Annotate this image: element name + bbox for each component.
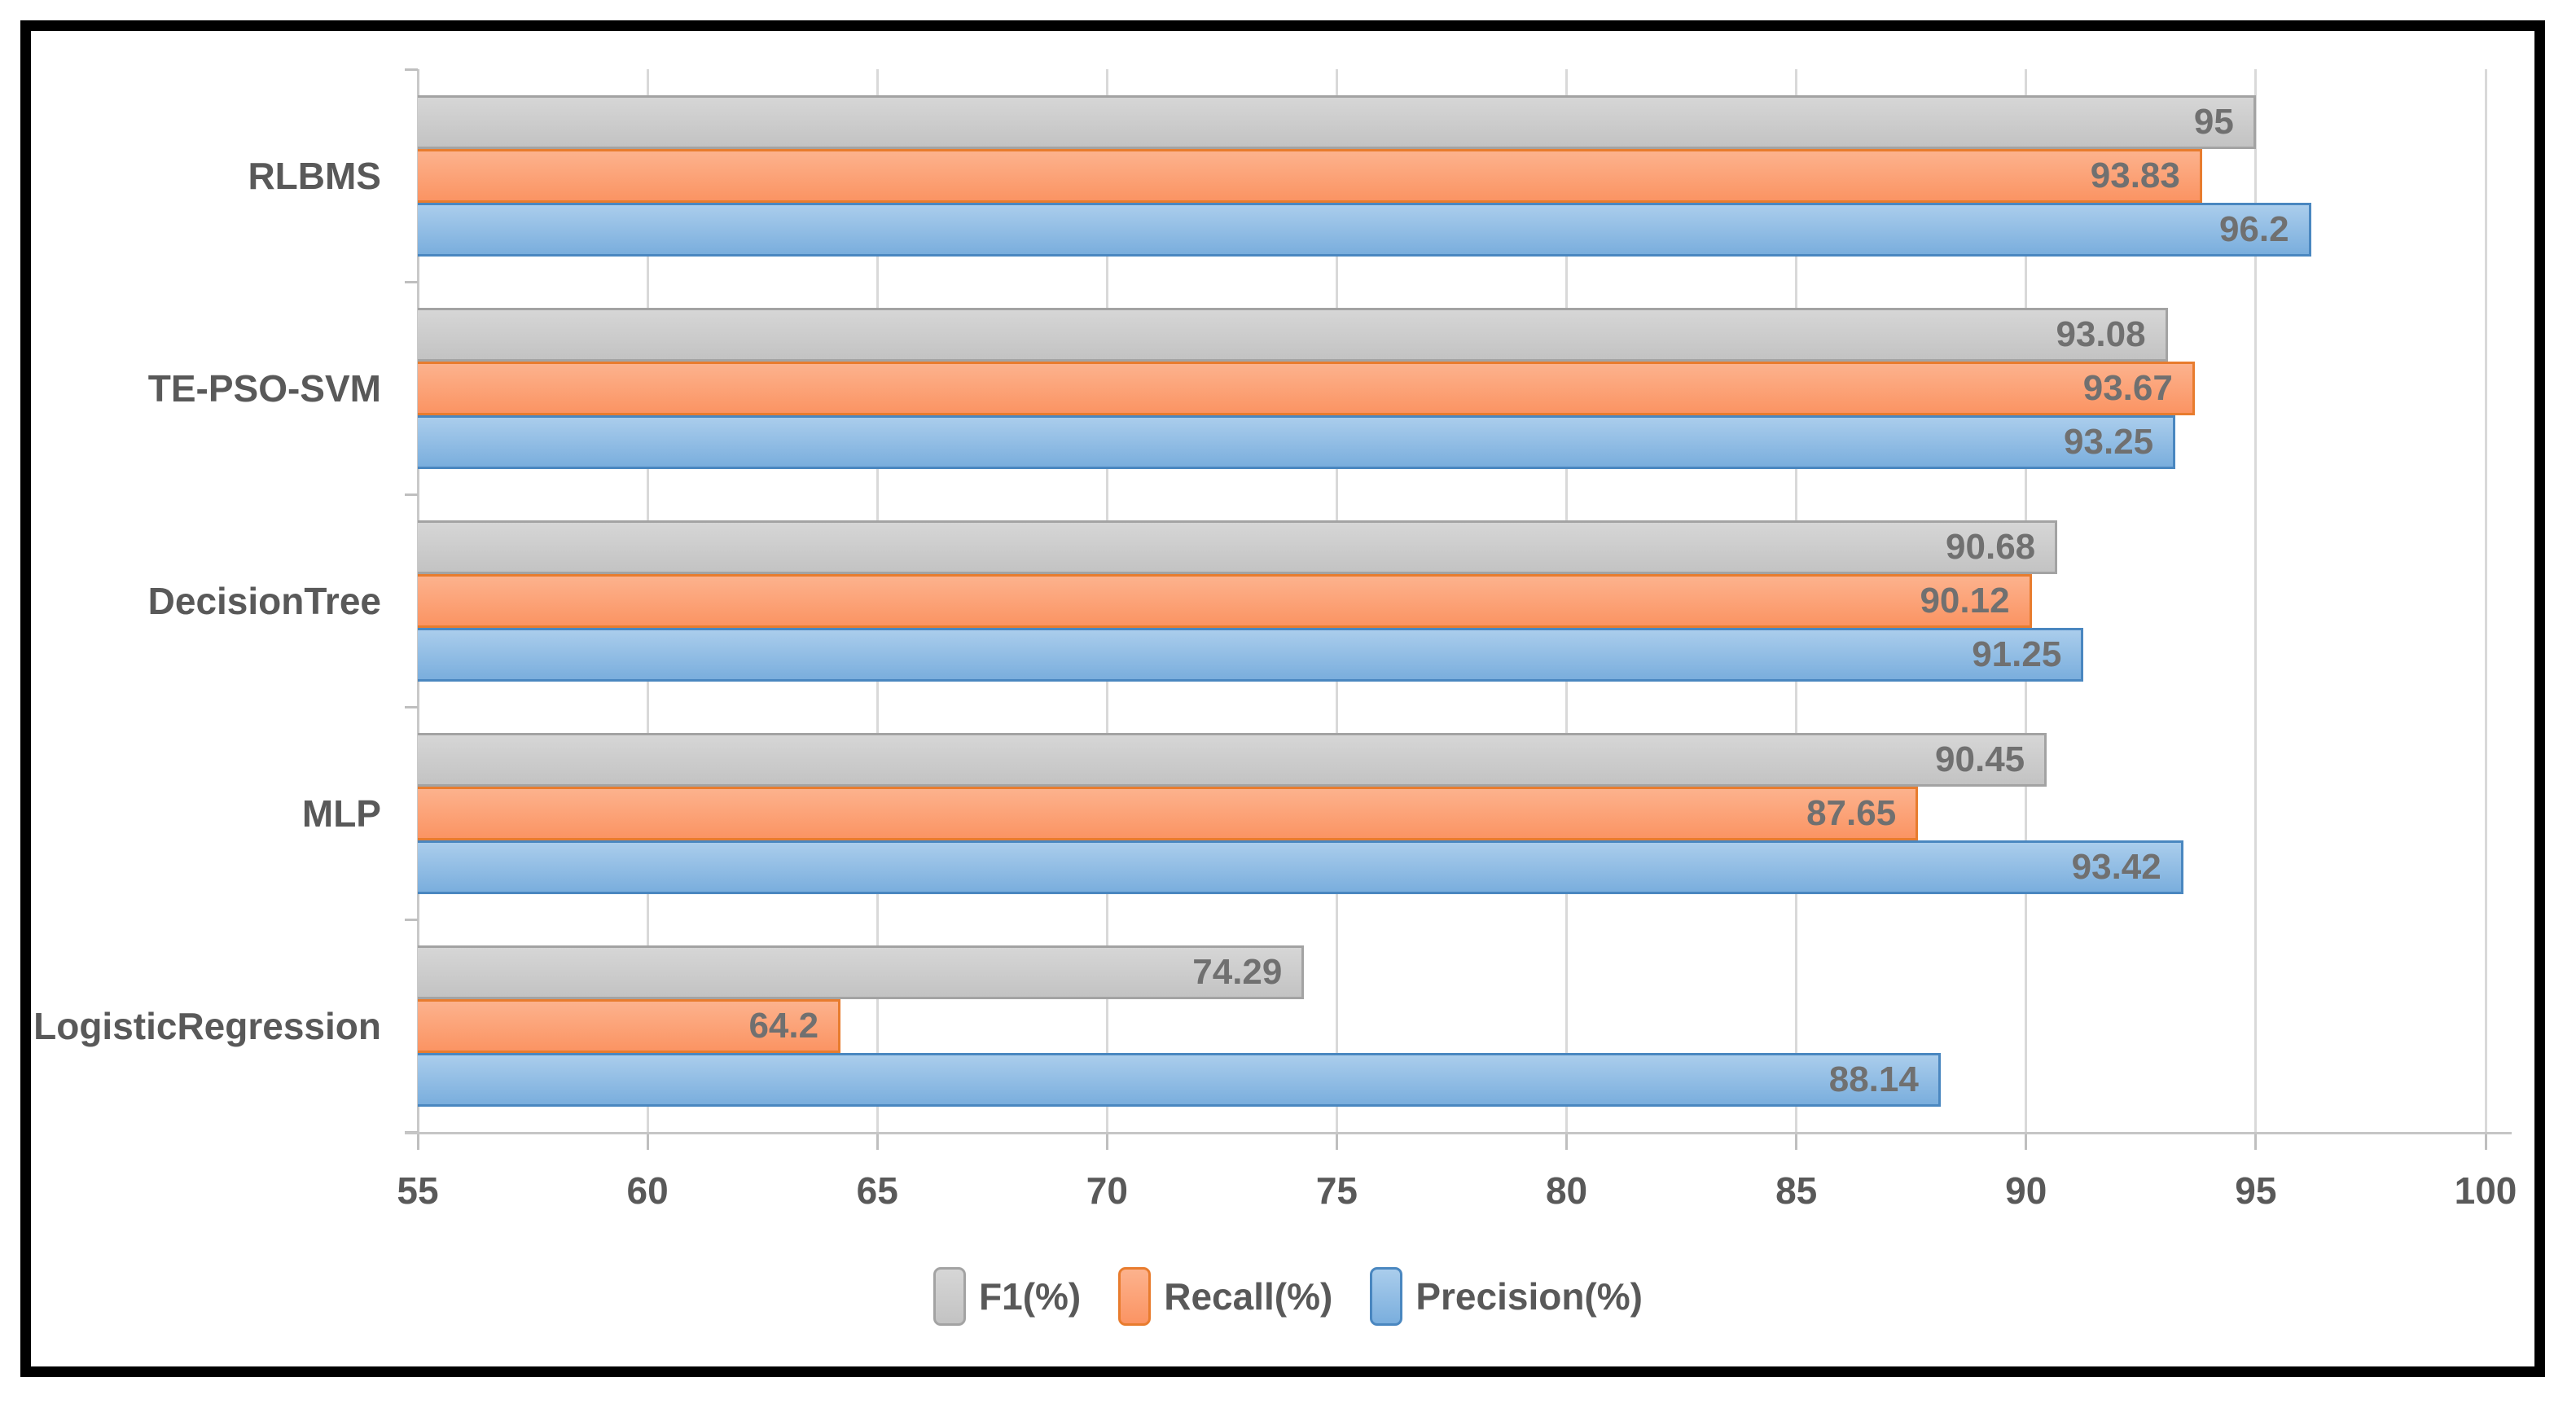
category-label-mlp: MLP	[301, 792, 381, 835]
x-axis-tick-60	[646, 1132, 649, 1150]
legend-item-precision: Precision(%)	[1370, 1267, 1643, 1326]
x-axis-tick-65	[875, 1132, 879, 1150]
x-axis-label-85: 85	[1775, 1169, 1818, 1212]
data-label-precision-te-pso-svm: 93.25	[2064, 421, 2154, 462]
legend-item-f1: F1(%)	[933, 1267, 1081, 1326]
category-label-logisticregression: LogisticRegression	[33, 1004, 381, 1047]
category-label-te-pso-svm: TE-PSO-SVM	[147, 366, 381, 410]
bar-recall-rlbms: 93.83	[418, 148, 2202, 203]
bar-f1-logisticregression: 74.29	[418, 945, 1305, 999]
x-axis-tick-85	[1795, 1132, 1798, 1150]
data-label-recall-mlp: 87.65	[1806, 792, 1897, 833]
x-axis-tick-75	[1335, 1132, 1338, 1150]
x-axis-label-80: 80	[1545, 1169, 1588, 1212]
data-label-precision-logisticregression: 88.14	[1828, 1059, 1919, 1099]
data-label-recall-decisiontree: 90.12	[1920, 580, 2010, 621]
legend-label-recall: Recall(%)	[1164, 1275, 1333, 1318]
x-axis-label-70: 70	[1086, 1169, 1128, 1212]
bar-precision-te-pso-svm: 93.25	[418, 415, 2176, 469]
gridline-95	[2254, 69, 2258, 1132]
data-label-precision-mlp: 93.42	[2071, 846, 2161, 887]
y-axis-tick-3	[405, 705, 418, 708]
bar-precision-logisticregression: 88.14	[418, 1052, 1941, 1107]
legend-swatch-precision-icon	[1370, 1267, 1403, 1326]
bar-f1-mlp: 90.45	[418, 732, 2047, 787]
x-axis-label-100: 100	[2454, 1169, 2517, 1212]
bar-f1-te-pso-svm: 93.08	[418, 307, 2168, 362]
legend-item-recall: Recall(%)	[1118, 1267, 1332, 1326]
bar-f1-decisiontree: 90.68	[418, 520, 2058, 574]
bar-recall-decisiontree: 90.12	[418, 573, 2032, 628]
data-label-precision-rlbms: 96.2	[2218, 208, 2289, 249]
data-label-recall-logisticregression: 64.2	[748, 1005, 819, 1046]
data-label-f1-te-pso-svm: 93.08	[2056, 314, 2146, 354]
bar-recall-mlp: 87.65	[418, 786, 1919, 840]
x-axis-line	[405, 1132, 2512, 1134]
x-axis-label-65: 65	[856, 1169, 898, 1212]
x-axis-label-95: 95	[2235, 1169, 2277, 1212]
y-axis-tick-4	[405, 918, 418, 921]
data-label-f1-mlp: 90.45	[1935, 739, 2025, 779]
chart-legend: F1(%) Recall(%) Precision(%)	[0, 1267, 2576, 1326]
bar-recall-logisticregression: 64.2	[418, 998, 841, 1053]
legend-swatch-f1-icon	[933, 1267, 967, 1326]
x-axis-tick-55	[416, 1132, 419, 1150]
data-label-f1-logisticregression: 74.29	[1192, 951, 1283, 992]
bar-precision-decisiontree: 91.25	[418, 627, 2084, 682]
data-label-f1-rlbms: 95	[2193, 101, 2234, 142]
x-axis-label-75: 75	[1315, 1169, 1358, 1212]
x-axis-label-55: 55	[397, 1169, 439, 1212]
data-label-precision-decisiontree: 91.25	[1972, 634, 2062, 674]
bar-recall-te-pso-svm: 93.67	[418, 361, 2195, 415]
data-label-recall-rlbms: 93.83	[2090, 155, 2180, 195]
x-axis-line-right-cap	[2484, 1132, 2487, 1134]
data-label-recall-te-pso-svm: 93.67	[2082, 367, 2173, 408]
category-label-decisiontree: DecisionTree	[147, 579, 381, 622]
x-axis-tick-70	[1105, 1132, 1108, 1150]
data-label-f1-decisiontree: 90.68	[1946, 526, 2036, 567]
bar-precision-rlbms: 96.2	[418, 202, 2311, 257]
category-label-rlbms: RLBMS	[248, 154, 381, 197]
bar-f1-rlbms: 95	[418, 94, 2256, 149]
bar-precision-mlp: 93.42	[418, 840, 2183, 894]
legend-label-f1: F1(%)	[979, 1275, 1082, 1318]
x-axis-label-60: 60	[626, 1169, 669, 1212]
y-axis-tick-2	[405, 493, 418, 496]
legend-label-precision: Precision(%)	[1415, 1275, 1643, 1318]
x-axis-tick-100	[2484, 1132, 2487, 1150]
x-axis-tick-95	[2254, 1132, 2258, 1150]
legend-swatch-recall-icon	[1118, 1267, 1152, 1326]
x-axis-tick-80	[1565, 1132, 1569, 1150]
x-axis-tick-90	[2025, 1132, 2028, 1150]
y-axis-tick-0	[405, 68, 418, 71]
x-axis-label-90: 90	[2005, 1169, 2047, 1212]
y-axis-tick-1	[405, 280, 418, 283]
gridline-100	[2484, 69, 2487, 1132]
